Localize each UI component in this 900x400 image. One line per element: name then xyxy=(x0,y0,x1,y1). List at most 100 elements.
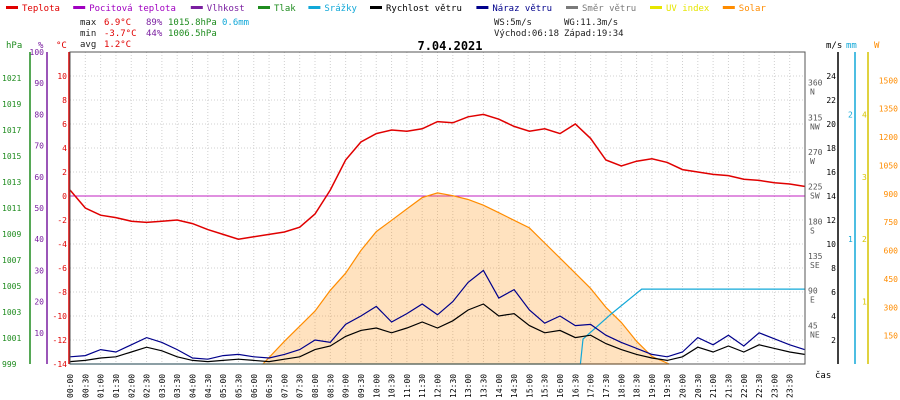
pressure-tick-label: 1009 xyxy=(2,230,21,239)
temperature-tick-label: -2 xyxy=(57,216,67,225)
stats-max-temp: 6.9°C xyxy=(104,18,131,28)
legend-swatch xyxy=(308,6,321,9)
temperature-tick-label: 4 xyxy=(62,144,67,153)
solar-tick-label: 1050 xyxy=(879,161,898,170)
wind-speed-tick-label: 22 xyxy=(826,96,836,105)
x-tick-label: 06:30 xyxy=(265,374,274,398)
x-tick-label: 00:30 xyxy=(81,374,90,398)
x-tick-label: 09:00 xyxy=(342,374,351,398)
x-tick-label: 15:00 xyxy=(525,374,534,398)
legend-label: Solar xyxy=(739,4,767,14)
wind-speed-tick-label: 8 xyxy=(831,264,836,273)
wind-dir-letter: E xyxy=(810,296,815,305)
solar-tick-label: 900 xyxy=(884,190,899,199)
humidity-tick-label: 50 xyxy=(34,204,44,213)
legend-label: Vlhkost xyxy=(207,4,245,14)
x-tick-label: 12:30 xyxy=(449,374,458,398)
x-tick-label: 21:00 xyxy=(709,374,718,398)
wind-speed-tick-label: 20 xyxy=(826,120,836,129)
x-tick-label: 08:30 xyxy=(326,374,335,398)
x-tick-label: 06:00 xyxy=(250,374,259,398)
x-tick-label: 08:00 xyxy=(311,374,320,398)
x-tick-label: 14:00 xyxy=(495,374,504,398)
x-tick-label: 19:30 xyxy=(663,374,672,398)
legend: Teplota Pocitová teplota Vlhkost Tlak Srážky… xyxy=(6,4,766,14)
pressure-tick-label: 1007 xyxy=(2,256,21,265)
stats-min-temp: -3.7°C xyxy=(104,29,137,39)
x-tick-label: 16:00 xyxy=(556,374,565,398)
x-tick-label: 13:30 xyxy=(479,374,488,398)
rain-tick-label: 1 xyxy=(848,235,853,244)
legend-label: Tlak xyxy=(274,4,296,14)
stats-min-hum: 44% xyxy=(146,29,163,39)
temperature-tick-label: 6 xyxy=(62,120,67,129)
uv-tick-label: 4 xyxy=(862,110,867,119)
x-tick-label: 16:30 xyxy=(571,374,580,398)
x-tick-label: 05:00 xyxy=(219,374,228,398)
x-tick-label: 02:00 xyxy=(127,374,136,398)
x-tick-label: 11:30 xyxy=(418,374,427,398)
plot-area xyxy=(69,113,805,365)
x-tick-label: 23:30 xyxy=(786,374,795,398)
stats-max-press: 1015.8hPa xyxy=(168,18,217,28)
x-tick-label: 17:30 xyxy=(602,374,611,398)
wind-dir-tick-label: 225 xyxy=(808,183,823,192)
legend-swatch xyxy=(370,6,382,9)
pressure-tick-label: 1019 xyxy=(2,100,21,109)
humidity-tick-label: 20 xyxy=(34,298,44,307)
x-tick-label: 09:30 xyxy=(357,374,366,398)
legend-swatch xyxy=(650,6,662,9)
x-tick-label: 19:00 xyxy=(648,374,657,398)
uv-tick-label: 2 xyxy=(862,235,867,244)
temperature-tick-label: -8 xyxy=(57,288,67,297)
wind-dir-letter: NW xyxy=(810,122,820,131)
pressure-tick-label: 1013 xyxy=(2,178,21,187)
humidity-tick-label: 10 xyxy=(34,329,44,338)
humidity-tick-label: 100 xyxy=(30,48,45,57)
unit-cas: čas xyxy=(815,370,831,381)
wind-dir-letter: NE xyxy=(810,330,820,339)
header-stats: max 6.9°C 89% 1015.8hPa 0.6mm min -3.7°C… xyxy=(80,18,624,50)
humidity-tick-label: 70 xyxy=(34,142,44,151)
plot-frame xyxy=(69,51,806,365)
unit-hpa: hPa xyxy=(6,41,22,51)
x-tick-label: 07:30 xyxy=(296,374,305,398)
legend-label: Pocitová teplota xyxy=(89,4,176,14)
wind-dir-letter: N xyxy=(810,88,815,97)
rain-tick-label: 2 xyxy=(848,110,853,119)
solar-tick-label: 1200 xyxy=(879,133,898,142)
sunrise-time: Východ:06:18 xyxy=(494,29,559,39)
wind-dir-tick-label: 270 xyxy=(808,148,823,157)
temperature-tick-label: 0 xyxy=(62,192,67,201)
chart-title: 7.04.2021 xyxy=(417,39,482,53)
temperature-tick-label: 10 xyxy=(57,72,67,81)
solar-tick-label: 450 xyxy=(884,275,899,284)
x-tick-label: 12:00 xyxy=(434,374,443,398)
solar-tick-label: 1500 xyxy=(879,76,898,85)
unit-ms: m/s xyxy=(826,41,842,51)
pressure-tick-label: 1005 xyxy=(2,282,21,291)
unit-mm: mm xyxy=(846,41,857,51)
wind-dir-letter: SW xyxy=(810,192,820,201)
x-tick-label: 22:00 xyxy=(740,374,749,398)
stats-max-hum: 89% xyxy=(146,18,163,28)
legend-label: UV index xyxy=(666,4,710,14)
unit-w: W xyxy=(874,41,880,51)
x-tick-label: 20:30 xyxy=(694,374,703,398)
wind-dir-letter: W xyxy=(810,157,815,166)
pressure-tick-label: 1003 xyxy=(2,308,21,317)
temperature-tick-label: 8 xyxy=(62,96,67,105)
x-tick-label: 18:00 xyxy=(617,374,626,398)
legend-label: Náraz větru xyxy=(492,4,552,14)
pressure-tick-label: 999 xyxy=(2,360,17,369)
wind-speed-tick-label: 2 xyxy=(831,336,836,345)
wind-dir-tick-label: 45 xyxy=(808,321,818,330)
x-tick-label: 04:30 xyxy=(204,374,213,398)
temperature-tick-label: -6 xyxy=(57,264,67,273)
uv-tick-label: 3 xyxy=(862,173,867,182)
stats-min-label: min xyxy=(80,29,96,39)
unit-pct: % xyxy=(38,41,44,51)
wind-ws: WS:5m/s xyxy=(494,18,532,28)
temperature-tick-label: -4 xyxy=(57,240,67,249)
